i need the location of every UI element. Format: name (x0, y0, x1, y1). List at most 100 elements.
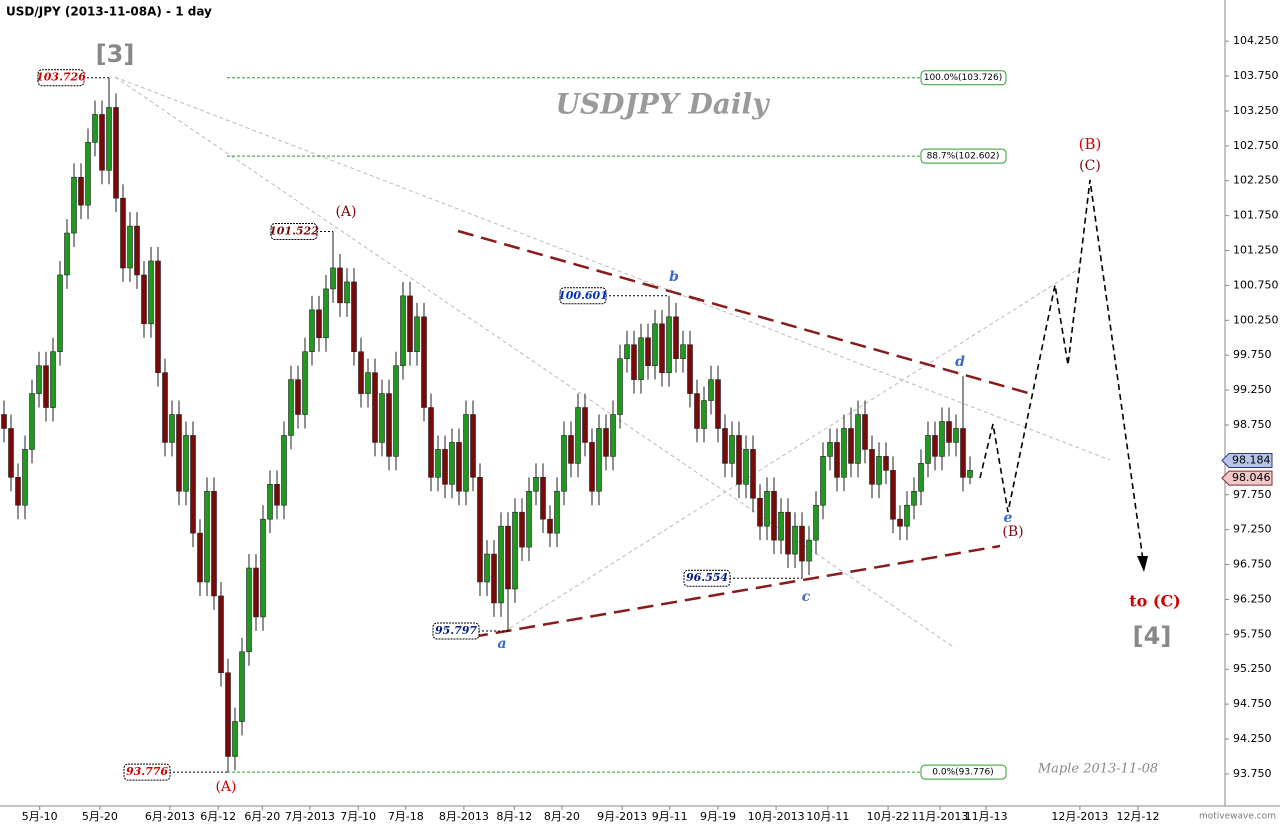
price-point-box (123, 763, 171, 781)
candle-body (911, 490, 917, 506)
candle-body (106, 107, 112, 171)
y-tick-label: 97.750 (1233, 488, 1272, 501)
candle-body (904, 504, 910, 527)
candle-body (78, 176, 84, 206)
candle-body (281, 435, 287, 506)
price-point-label: 93.776 (126, 765, 168, 778)
x-tick-label: 10月-22 (867, 810, 910, 823)
chart-title: USD/JPY (2013-11-08A) - 1 day (6, 5, 212, 19)
y-tick-label: 96.250 (1233, 592, 1272, 605)
y-tick-label: 94.250 (1233, 732, 1272, 745)
candle-body (358, 351, 364, 394)
y-tick-label: 97.250 (1233, 523, 1272, 536)
y-tick-label: 104.250 (1233, 34, 1279, 47)
candle-body (302, 351, 308, 415)
candle-body (134, 225, 140, 276)
candle-body (407, 295, 413, 353)
wave-label: b (669, 269, 679, 285)
x-tick-label: 6月-2013 (145, 810, 195, 823)
candle-body (708, 379, 714, 401)
x-tick-label: 8月-12 (496, 810, 532, 823)
candle-body (575, 407, 581, 464)
price-point-box (683, 569, 731, 587)
candle-body (799, 525, 805, 562)
candle-body (43, 365, 49, 408)
candle-body (372, 372, 378, 443)
x-tick-label: 10月-2013 (748, 810, 805, 823)
wave-label: c (802, 589, 811, 605)
candle-body (225, 672, 231, 757)
candle-body (344, 281, 350, 304)
channel-line (509, 267, 1081, 629)
candle-body (932, 435, 938, 457)
candle-body (848, 428, 854, 464)
triangle-lower (471, 544, 1001, 639)
candle-body (771, 490, 777, 541)
candle-body (673, 316, 679, 359)
y-tick-label: 102.250 (1233, 174, 1279, 187)
candle-body (582, 407, 588, 443)
candle-body (337, 267, 343, 304)
candle-body (295, 379, 301, 415)
candle-body (484, 553, 490, 583)
candle-body (519, 511, 525, 548)
candle-body (617, 358, 623, 415)
candle-body (456, 442, 462, 492)
candle-body (22, 449, 28, 506)
candle-body (561, 435, 567, 492)
candle-body (785, 511, 791, 555)
x-tick-label: 8月-2013 (439, 810, 489, 823)
x-tick-label: 7月-10 (340, 810, 376, 823)
projection-path (979, 179, 1144, 561)
x-tick-label: 8月-20 (544, 810, 580, 823)
candle-body (876, 456, 882, 485)
candle-body (897, 518, 903, 527)
candle-body (246, 567, 252, 653)
fib-label: 100.0%(103.726) (924, 73, 1003, 83)
trend-lines (114, 76, 1148, 649)
candle-body (820, 456, 826, 506)
candle-body (141, 274, 147, 325)
candle-body (218, 595, 224, 674)
candle-body (652, 323, 658, 366)
watermark: USDJPY Daily (556, 88, 771, 121)
candle-body (421, 316, 427, 408)
x-tick-label: 10月-11 (806, 810, 849, 823)
candle-body (36, 365, 42, 394)
wave-label: e (1004, 510, 1013, 526)
candle-body (736, 435, 742, 485)
candle-body (442, 449, 448, 485)
candle-body (505, 525, 511, 590)
candle-body (449, 442, 455, 485)
candle-body (414, 316, 420, 353)
candle-body (729, 435, 735, 464)
price-point-label: 95.797 (435, 624, 477, 637)
candle-body (869, 449, 875, 485)
price-marker-label: 98.184 (1232, 453, 1271, 466)
wave-label: to (C) (1129, 592, 1181, 611)
candle-body (925, 435, 931, 464)
channel-line (114, 76, 1111, 461)
projection-arrow (1137, 556, 1148, 572)
wave-label: (A) (335, 204, 356, 220)
candle-body (85, 142, 91, 206)
candle-body (176, 414, 182, 492)
price-marker-label: 98.046 (1232, 471, 1271, 484)
y-tick-label: 96.750 (1233, 558, 1272, 571)
candle-body (659, 323, 665, 373)
wave-label: [3] (96, 40, 135, 68)
price-point-label: 103.726 (36, 71, 86, 84)
fib-label: 0.0%(93.776) (932, 768, 993, 778)
candle-body (386, 393, 392, 457)
candle-body (540, 477, 546, 520)
candle-body (351, 281, 357, 353)
candle-body (512, 511, 518, 590)
candle-body (918, 463, 924, 492)
candle-body (309, 309, 315, 353)
candle-body (400, 295, 406, 366)
price-point-box (559, 287, 607, 305)
candle-body (890, 470, 896, 520)
candle-body (757, 497, 763, 527)
